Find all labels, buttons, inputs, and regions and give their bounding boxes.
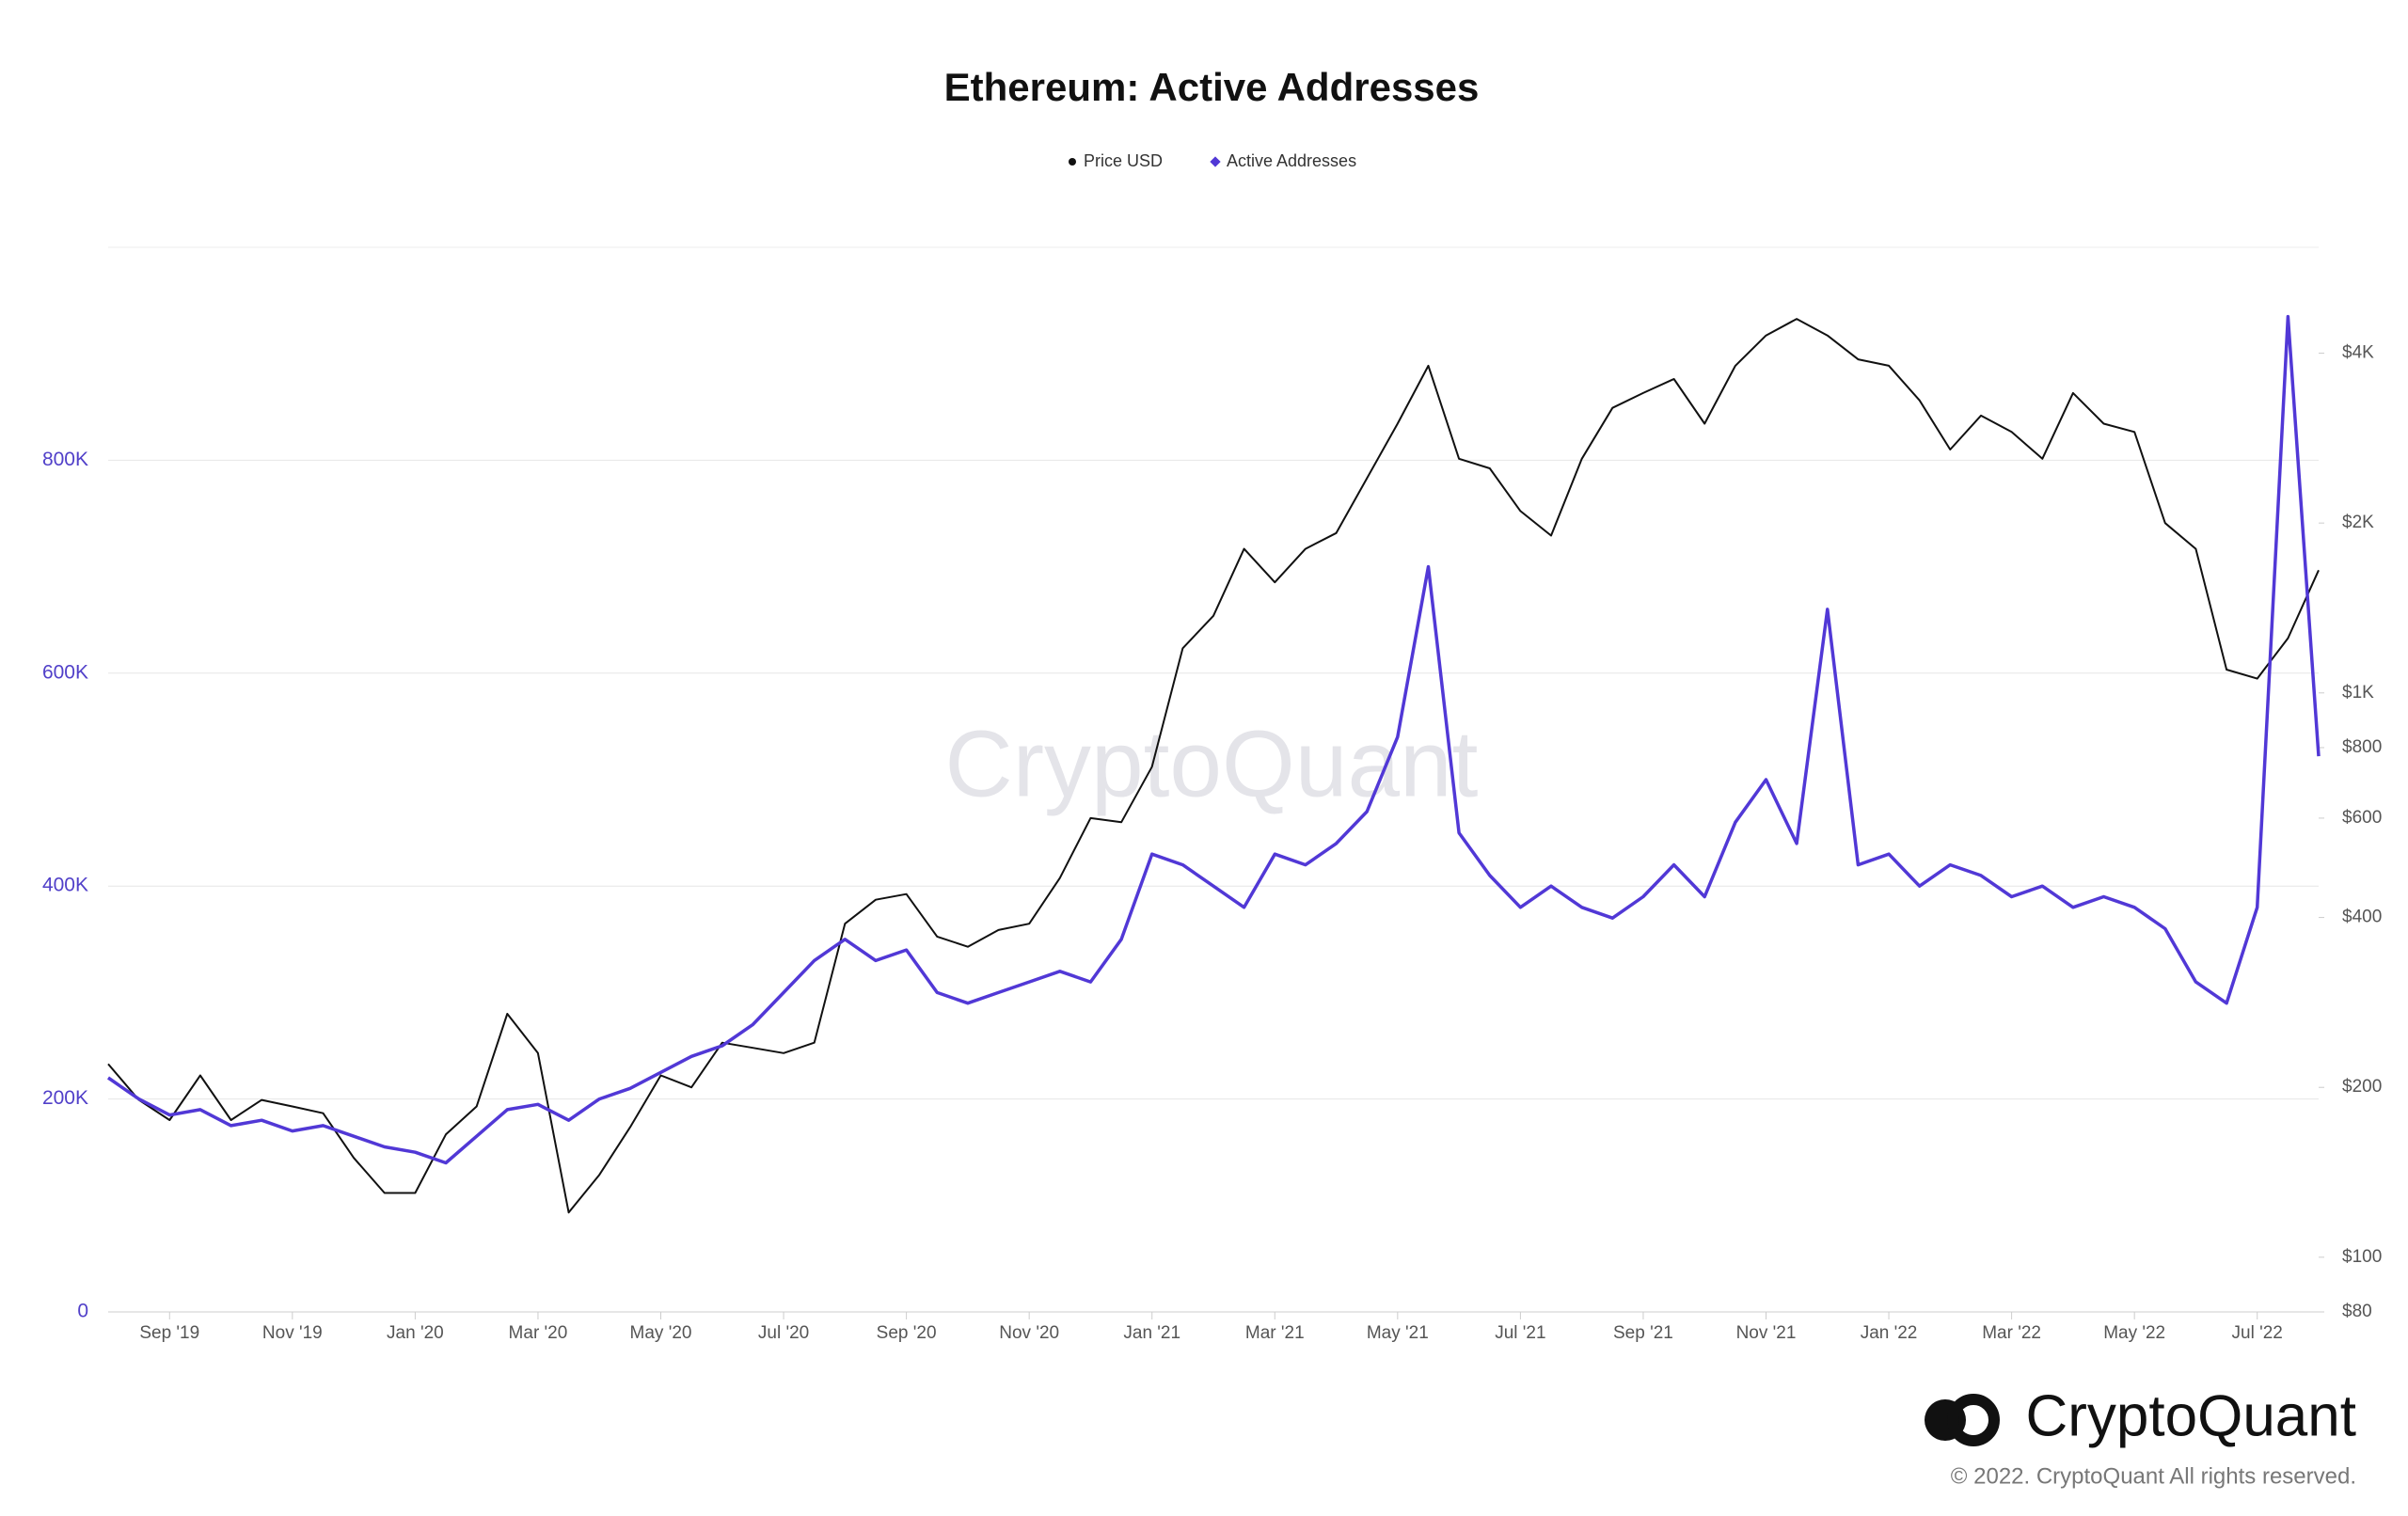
y2-tick-label: $4K bbox=[2342, 343, 2374, 363]
y2-tick-label: $80 bbox=[2342, 1302, 2372, 1321]
y-tick-label: 200K bbox=[42, 1087, 88, 1109]
y2-tick-label: $2K bbox=[2342, 513, 2374, 532]
y2-tick-label: $100 bbox=[2342, 1247, 2382, 1267]
logo-mark bbox=[1947, 1394, 2000, 1446]
chart-title: Ethereum: Active Addresses bbox=[944, 65, 1480, 109]
x-tick-label: Jul '21 bbox=[1495, 1323, 1545, 1343]
x-tick-label: Sep '20 bbox=[877, 1323, 937, 1343]
x-tick-label: Jul '20 bbox=[758, 1323, 809, 1343]
y2-tick-label: $400 bbox=[2342, 908, 2382, 927]
y2-tick-label: $600 bbox=[2342, 808, 2382, 828]
x-tick-label: Mar '20 bbox=[509, 1323, 568, 1343]
x-tick-label: Sep '19 bbox=[139, 1323, 199, 1343]
x-tick-label: Sep '21 bbox=[1613, 1323, 1673, 1343]
x-tick-label: Mar '21 bbox=[1245, 1323, 1305, 1343]
logo bbox=[1925, 1394, 2000, 1446]
legend-label: Price USD bbox=[1084, 151, 1163, 170]
series-line bbox=[107, 314, 2321, 1165]
y-tick-label: 0 bbox=[77, 1301, 88, 1322]
watermark: CryptoQuant bbox=[945, 711, 1479, 816]
copyright: © 2022. CryptoQuant All rights reserved. bbox=[1951, 1463, 2356, 1489]
x-tick-label: Nov '20 bbox=[999, 1323, 1059, 1343]
x-tick-label: Mar '22 bbox=[1982, 1323, 2041, 1343]
legend-label: Active Addresses bbox=[1227, 151, 1356, 170]
x-tick-label: May '21 bbox=[1367, 1323, 1429, 1343]
x-tick-label: Jan '22 bbox=[1861, 1323, 1918, 1343]
legend-marker bbox=[1069, 158, 1076, 166]
series-line bbox=[107, 318, 2320, 1214]
y2-tick-label: $800 bbox=[2342, 737, 2382, 757]
x-tick-label: May '20 bbox=[630, 1323, 692, 1343]
y2-tick-label: $1K bbox=[2342, 683, 2374, 703]
legend-marker bbox=[1210, 156, 1221, 167]
y-tick-label: 600K bbox=[42, 661, 88, 683]
y2-tick-label: $200 bbox=[2342, 1077, 2382, 1097]
x-tick-label: Nov '21 bbox=[1736, 1323, 1797, 1343]
logo-text: CryptoQuant bbox=[2025, 1383, 2356, 1448]
x-tick-label: May '22 bbox=[2103, 1323, 2165, 1343]
x-tick-label: Nov '19 bbox=[262, 1323, 323, 1343]
y-tick-label: 800K bbox=[42, 449, 88, 470]
x-tick-label: Jan '20 bbox=[387, 1323, 444, 1343]
x-tick-label: Jan '21 bbox=[1123, 1323, 1180, 1343]
y-tick-label: 400K bbox=[42, 875, 88, 896]
x-tick-label: Jul '22 bbox=[2232, 1323, 2283, 1343]
